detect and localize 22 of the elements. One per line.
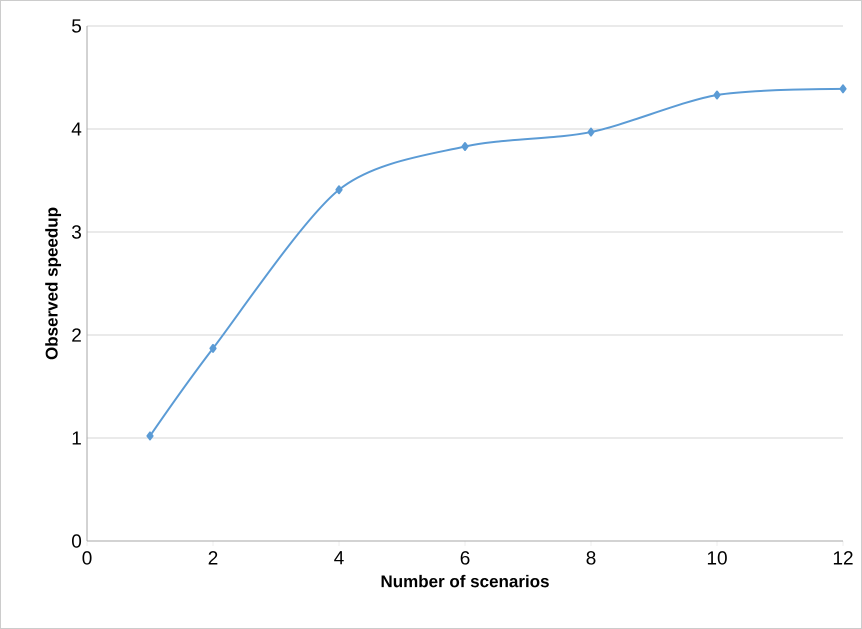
point [839,84,847,94]
point [587,128,595,137]
point [209,344,217,353]
x-tick-label: 8 [586,551,596,565]
point [146,431,154,440]
y-tick-label: 2 [72,328,81,342]
x-tick-label: 10 [708,551,727,565]
y-axis-title: Observed speedup [45,208,62,360]
x-tick-label: 6 [460,551,470,565]
x-tick-label: 4 [334,551,344,564]
x-tick-label: 0 [82,551,92,565]
y-tick-label: 0 [72,534,82,548]
point [335,185,343,194]
y-tick-label: 4 [72,122,82,136]
y-tick-label: 3 [72,225,81,239]
point [461,142,469,151]
x-tick-label: 2 [208,551,218,564]
point [713,90,721,100]
x-tick-label: 12 [834,551,853,564]
x-axis-title: Number of scenarios [382,574,549,588]
y-tick-label: 5 [72,19,82,33]
y-tick-label: 1 [72,431,81,445]
